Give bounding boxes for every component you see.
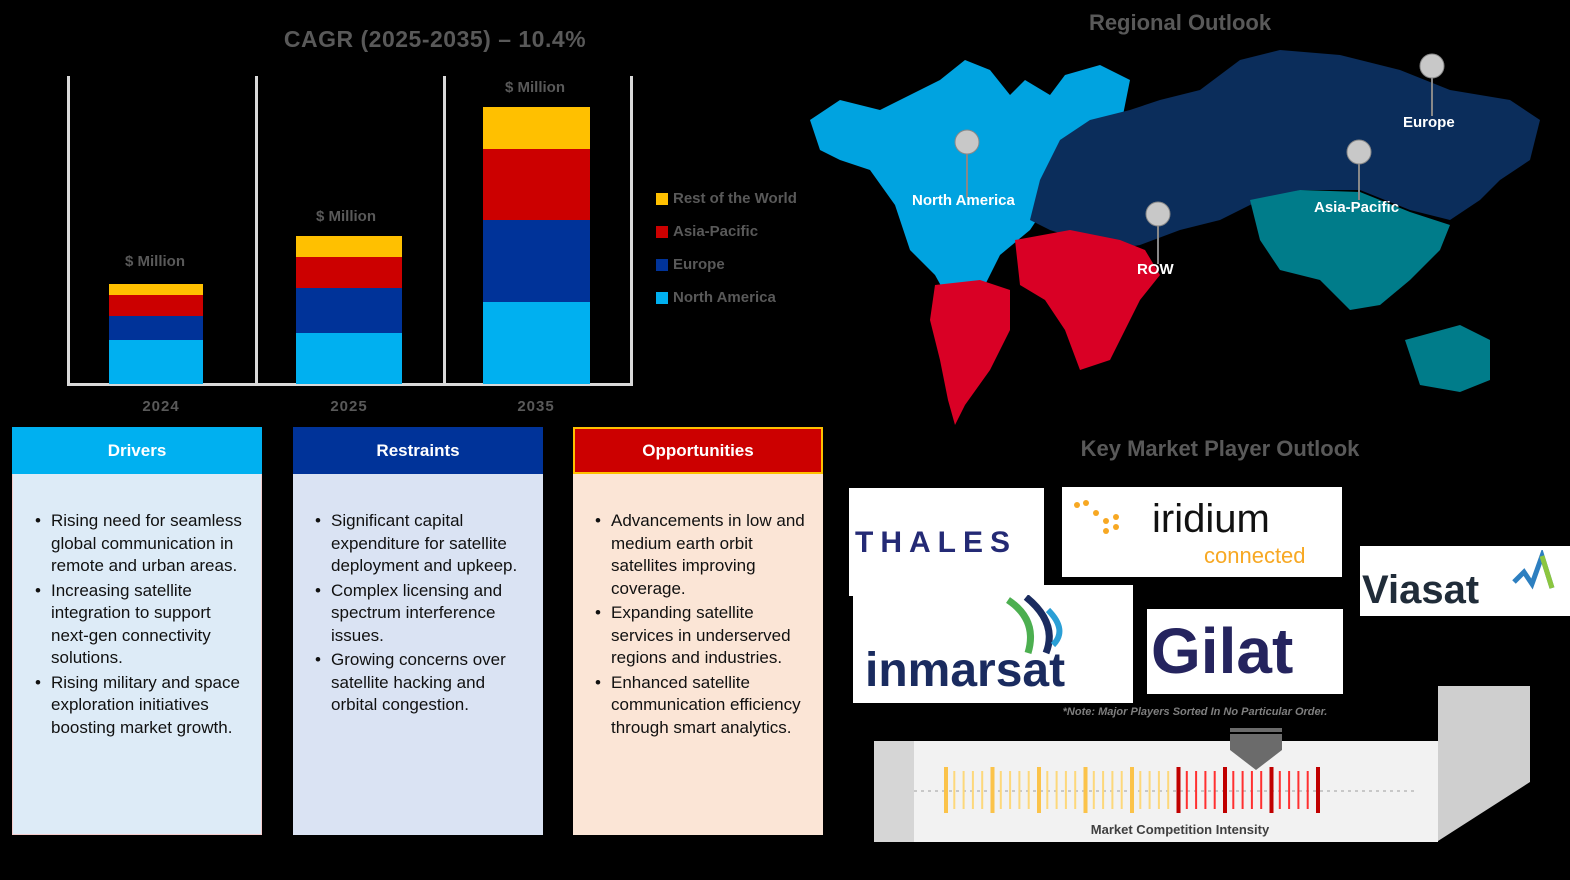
gilat-logo-text: Gilat <box>1151 615 1294 687</box>
map-pin-icon <box>1419 53 1445 116</box>
opportunities-body: Advancements in low and medium earth orb… <box>573 474 823 835</box>
legend-swatch <box>656 225 668 238</box>
map-africa <box>1015 230 1160 370</box>
drivers-item: Rising need for seamless global communic… <box>35 510 251 578</box>
legend-swatch <box>656 291 668 304</box>
drivers-item: Increasing satellite integration to supp… <box>35 580 251 670</box>
inmarsat-logo-text: inmarsat <box>865 644 1066 697</box>
map-pin-icon <box>954 129 980 198</box>
drivers-body: Rising need for seamless global communic… <box>12 474 262 835</box>
intensity-label: Market Competition Intensity <box>1090 822 1270 837</box>
x-tick-label: 2024 <box>142 398 180 415</box>
opportunities-card: Opportunities Advancements in low and me… <box>573 427 823 835</box>
segment-europe <box>109 316 203 340</box>
intensity-bars <box>944 767 1320 813</box>
bar-value-label: $ Million <box>316 208 376 225</box>
restraints-item: Growing concerns over satellite hacking … <box>315 649 533 717</box>
map-pin-icon <box>1346 139 1372 200</box>
legend-item-north-america: North America <box>656 281 797 314</box>
gauge-frame <box>874 686 1530 842</box>
viasat-wave-icon <box>1512 550 1555 590</box>
region-label-north-america: North America <box>912 192 1015 209</box>
restraints-card: Restraints Significant capital expenditu… <box>293 427 543 835</box>
restraints-body: Significant capital expenditure for sate… <box>293 474 543 835</box>
thales-logo-text: THALES <box>855 526 1017 559</box>
region-label-row: ROW <box>1137 261 1174 278</box>
inmarsat-waves-icon <box>1005 595 1063 655</box>
restraints-item: Complex licensing and spectrum interfere… <box>315 580 533 648</box>
bar-2025 <box>296 236 402 384</box>
chart-divider <box>67 76 70 386</box>
restraints-item: Significant capital expenditure for sate… <box>315 510 533 578</box>
legend-swatch <box>656 192 668 205</box>
viasat-logo: Viasat <box>1360 546 1570 616</box>
opportunities-item: Expanding satellite services in underser… <box>595 602 813 670</box>
bar-value-label: $ Million <box>505 79 565 96</box>
segment-asia-pacific <box>109 295 203 316</box>
chart-title: CAGR (2025-2035) – 10.4% <box>283 26 587 52</box>
x-tick-label: 2025 <box>330 398 368 415</box>
legend-label: Asia-Pacific <box>673 223 759 240</box>
segment-north-america <box>109 340 203 384</box>
legend-item-europe: Europe <box>656 248 797 281</box>
map-north-america <box>810 60 1130 302</box>
map-south-america <box>930 280 1010 425</box>
iridium-logo-text: iridium <box>1152 497 1270 541</box>
legend-label: Europe <box>673 256 725 273</box>
chart-divider <box>630 76 633 386</box>
legend-label: North America <box>673 289 776 306</box>
iridium-logo: iridium connected <box>1062 487 1342 577</box>
segment-europe <box>483 220 590 302</box>
chart-divider <box>443 76 446 386</box>
gilat-logo: Gilat <box>1147 609 1343 694</box>
region-label-asia-pacific: Asia-Pacific <box>1314 199 1400 216</box>
drivers-header: Drivers <box>12 427 262 474</box>
chart-divider <box>255 76 258 386</box>
iridium-connected-text: connected <box>1204 543 1306 568</box>
bar-2035 <box>483 107 590 384</box>
chart-legend: Rest of the World Asia-Pacific Europe No… <box>656 182 797 314</box>
segment-rest-of-world <box>109 284 203 295</box>
map-asia-pacific <box>1250 190 1450 310</box>
regional-outlook-title: Regional Outlook <box>1088 10 1272 35</box>
x-tick-label: 2035 <box>517 398 555 415</box>
bar-value-label: $ Million <box>125 253 185 270</box>
segment-rest-of-world <box>483 107 590 149</box>
map-australia <box>1405 325 1490 392</box>
segment-asia-pacific <box>296 257 402 288</box>
drivers-card: Drivers Rising need for seamless global … <box>12 427 262 835</box>
intensity-pointer-icon <box>1230 728 1282 770</box>
legend-swatch <box>656 258 668 271</box>
legend-item-rest-of-world: Rest of the World <box>656 182 797 215</box>
legend-item-asia-pacific: Asia-Pacific <box>656 215 797 248</box>
restraints-header: Restraints <box>293 427 543 474</box>
segment-north-america <box>296 333 402 384</box>
thales-logo: THALES <box>849 488 1044 596</box>
iridium-dots-icon <box>1074 500 1119 534</box>
region-label-europe: Europe <box>1403 114 1455 131</box>
chart-baseline <box>67 383 633 386</box>
map-pin-icon <box>1145 201 1171 264</box>
inmarsat-logo: inmarsat <box>853 585 1133 703</box>
drivers-item: Rising military and space exploration in… <box>35 672 251 740</box>
segment-europe <box>296 288 402 333</box>
bar-2024 <box>109 284 203 384</box>
segment-north-america <box>483 302 590 384</box>
players-note: *Note: Major Players Sorted In No Partic… <box>1062 706 1328 718</box>
key-players-title: Key Market Player Outlook <box>1080 436 1360 461</box>
opportunities-item: Enhanced satellite communication efficie… <box>595 672 813 740</box>
map-europe <box>1030 50 1540 250</box>
segment-asia-pacific <box>483 149 590 220</box>
legend-label: Rest of the World <box>673 190 797 207</box>
world-map <box>810 50 1540 425</box>
segment-rest-of-world <box>296 236 402 257</box>
opportunities-item: Advancements in low and medium earth orb… <box>595 510 813 600</box>
opportunities-header: Opportunities <box>573 427 823 474</box>
viasat-logo-text: Viasat <box>1362 568 1480 612</box>
